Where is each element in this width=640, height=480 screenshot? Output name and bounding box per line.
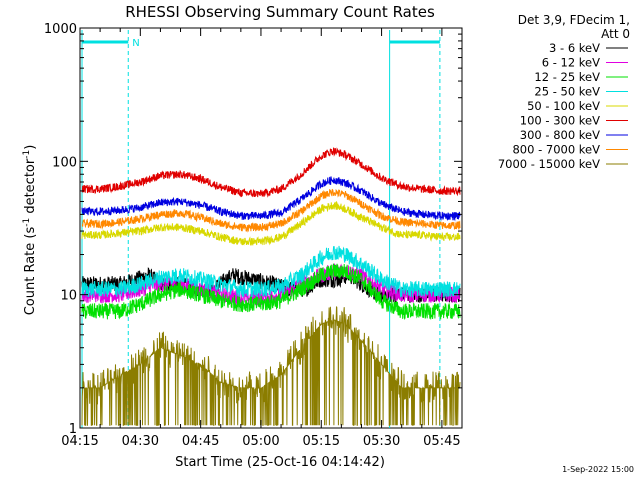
series-line-7	[81, 176, 461, 222]
y-tick-label: 1	[69, 422, 77, 437]
info-line-2: Att 0	[601, 27, 630, 41]
legend-label-8: 800 - 7000 keV	[512, 143, 600, 157]
x-tick-label: 04:15	[61, 434, 98, 449]
x-tick-label: 04:45	[182, 434, 219, 449]
series-line-4	[81, 245, 461, 299]
info-line-1: Det 3,9, FDecim 1,	[518, 13, 630, 27]
legend-label-9: 7000 - 15000 keV	[498, 157, 600, 171]
x-tick-label: 05:45	[423, 434, 460, 449]
series-line-9	[81, 306, 461, 426]
legend-label-6: 100 - 300 keV	[520, 114, 600, 128]
series-line-6	[81, 147, 461, 198]
legend-label-1: 3 - 6 keV	[549, 41, 600, 55]
marker-label-1: N	[132, 38, 139, 49]
series-line-3	[81, 263, 461, 321]
legend-label-4: 25 - 50 keV	[534, 85, 600, 99]
x-axis-label: Start Time (25-Oct-16 04:14:42)	[175, 455, 385, 470]
legend-label-2: 6 - 12 keV	[542, 56, 600, 70]
chart-title: RHESSI Observing Summary Count Rates	[125, 3, 435, 21]
legend-label-3: 12 - 25 keV	[534, 70, 600, 84]
x-tick-label: 05:00	[242, 434, 279, 449]
series-line-5	[81, 200, 461, 246]
y-axis-label: Count Rate (s-1 detector-1)	[22, 145, 38, 316]
x-tick-label: 05:30	[363, 434, 400, 449]
footer-date: 1-Sep-2022 15:00	[562, 465, 634, 474]
y-tick-label: 10	[60, 289, 77, 304]
x-tick-label: 04:30	[122, 434, 159, 449]
y-tick-label: 100	[52, 155, 77, 170]
plot-frame	[79, 27, 463, 429]
legend-label-7: 300 - 800 keV	[520, 128, 600, 142]
y-tick-label: 1000	[44, 22, 77, 37]
legend-label-5: 50 - 100 keV	[527, 99, 600, 113]
x-tick-label: 05:15	[303, 434, 340, 449]
series-line-8	[81, 188, 461, 233]
